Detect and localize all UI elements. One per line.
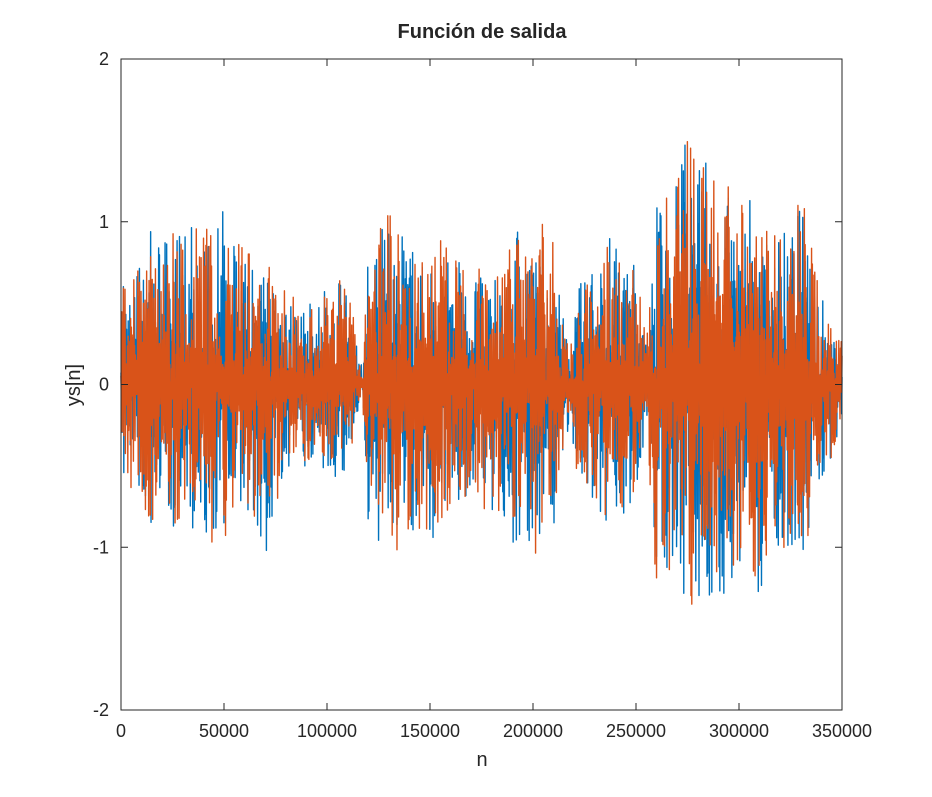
x-axis-label: n	[476, 749, 487, 771]
x-tick-label: 50000	[199, 721, 249, 741]
y-axis-label: ys[n]	[63, 364, 85, 406]
series-line-2	[120, 140, 843, 605]
x-tick-label: 0	[116, 721, 126, 741]
x-tick-label: 250000	[606, 721, 666, 741]
chart-title: Función de salida	[398, 21, 568, 43]
y-ticks: -2 -1 0 1 2	[93, 49, 842, 720]
y-tick-label: -2	[93, 700, 109, 720]
x-tick-label: 150000	[400, 721, 460, 741]
x-tick-label: 100000	[297, 721, 357, 741]
y-tick-label: -1	[93, 537, 109, 557]
plot-area: 0 50000 100000 150000 200000 250000 300000 3500…	[93, 49, 872, 741]
x-tick-label: 300000	[709, 721, 769, 741]
y-tick-label: 0	[99, 375, 109, 395]
x-ticks: 0 50000 100000 150000 200000 250000 300000 3500…	[116, 59, 872, 741]
series-layer	[120, 140, 843, 605]
y-tick-label: 1	[99, 212, 109, 232]
x-tick-label: 350000	[812, 721, 872, 741]
x-tick-label: 200000	[503, 721, 563, 741]
y-tick-label: 2	[99, 49, 109, 69]
